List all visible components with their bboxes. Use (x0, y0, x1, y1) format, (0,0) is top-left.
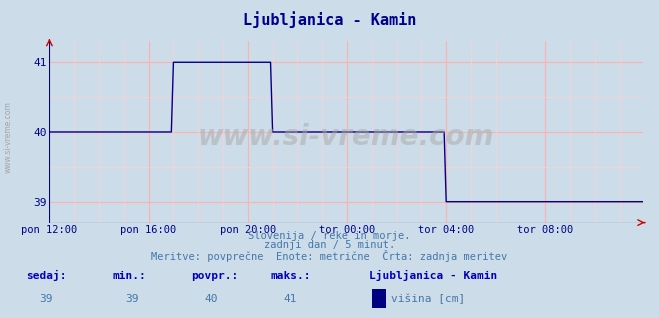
Text: povpr.:: povpr.: (191, 272, 239, 281)
Text: Ljubljanica - Kamin: Ljubljanica - Kamin (369, 270, 498, 281)
Text: 39: 39 (40, 294, 53, 304)
Text: www.si-vreme.com: www.si-vreme.com (3, 101, 13, 173)
Text: Slovenija / reke in morje.: Slovenija / reke in morje. (248, 231, 411, 240)
Text: 39: 39 (125, 294, 138, 304)
Text: Meritve: povprečne  Enote: metrične  Črta: zadnja meritev: Meritve: povprečne Enote: metrične Črta:… (152, 250, 507, 262)
Text: min.:: min.: (112, 272, 146, 281)
Text: 41: 41 (283, 294, 297, 304)
Text: zadnji dan / 5 minut.: zadnji dan / 5 minut. (264, 240, 395, 250)
Text: sedaj:: sedaj: (26, 270, 67, 281)
Text: Ljubljanica - Kamin: Ljubljanica - Kamin (243, 11, 416, 28)
Text: višina [cm]: višina [cm] (391, 293, 466, 304)
Text: 40: 40 (204, 294, 217, 304)
Text: www.si-vreme.com: www.si-vreme.com (198, 123, 494, 151)
Text: maks.:: maks.: (270, 272, 310, 281)
